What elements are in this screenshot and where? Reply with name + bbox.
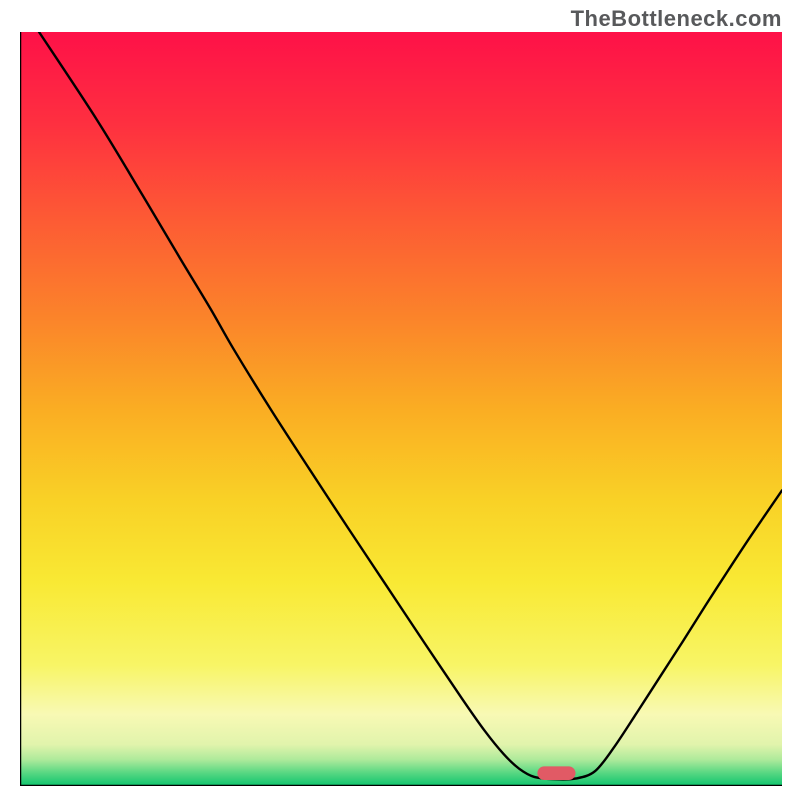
plot-area [20,32,782,786]
optimal-marker [537,766,575,780]
watermark-label: TheBottleneck.com [571,6,782,32]
chart-svg [20,32,782,786]
chart-root: TheBottleneck.com [0,0,800,800]
gradient-background [20,32,782,786]
